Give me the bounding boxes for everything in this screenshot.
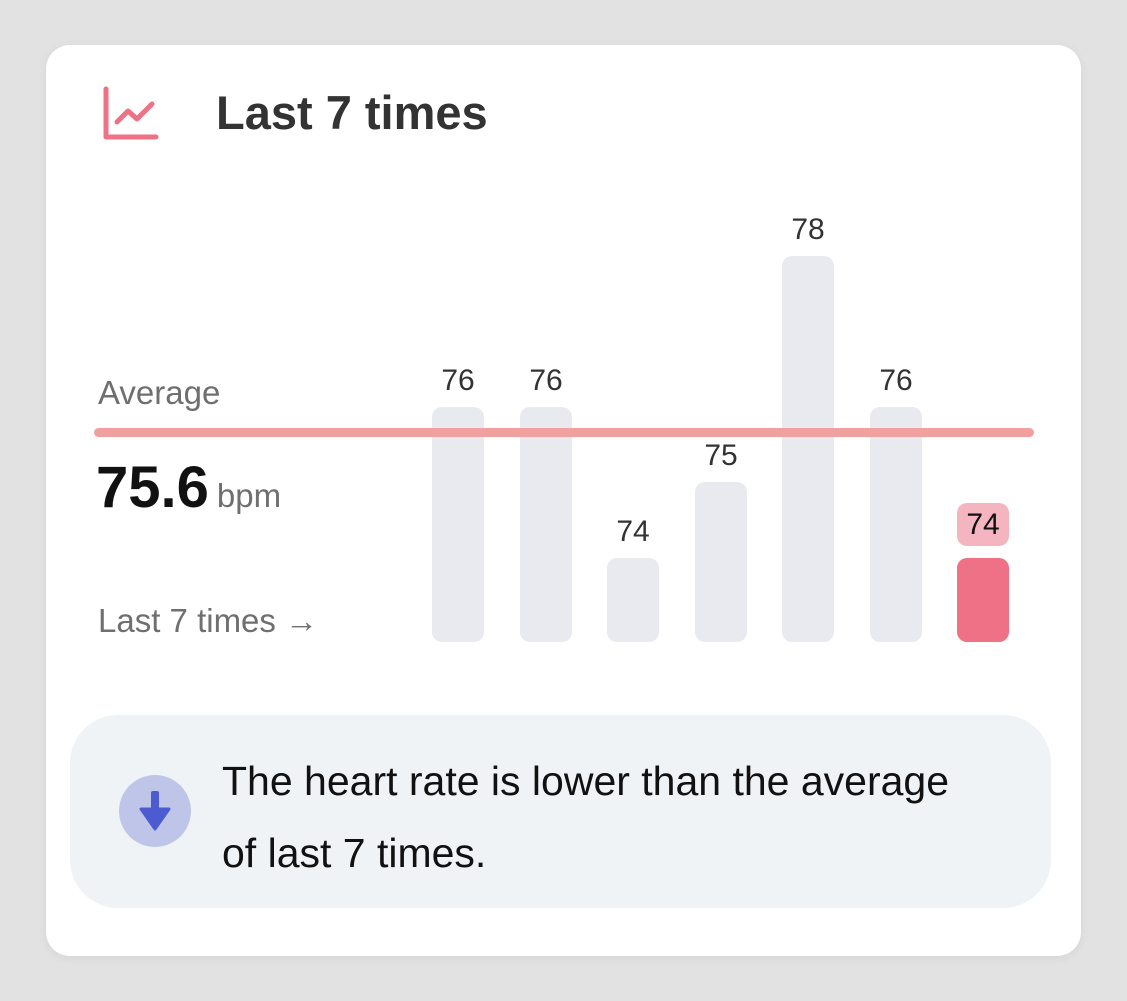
reading-bar (782, 256, 834, 642)
reading-bar (607, 558, 659, 642)
reading-bar (870, 407, 922, 642)
bar-value-label: 75 (704, 439, 738, 472)
bar-value-label: 76 (879, 364, 913, 397)
card-title: Last 7 times (216, 86, 488, 139)
line-chart-icon (103, 86, 159, 140)
arrow-down-icon (119, 775, 191, 847)
reading-bar (695, 482, 747, 642)
bar-value-label: 74 (616, 515, 650, 548)
note-text: The heart rate is lower than the average… (222, 758, 950, 876)
average-label: Average (98, 374, 221, 411)
bar-value-label: 78 (791, 213, 825, 246)
last-7-times-link[interactable]: Last 7 times → (98, 602, 319, 639)
bar-4[interactable]: 75 (695, 45, 747, 956)
current-reading-bar (957, 558, 1009, 642)
bar-1[interactable]: 76 (432, 45, 484, 956)
comparison-note: The heart rate is lower than the average… (70, 715, 1051, 908)
bar-2[interactable]: 76 (520, 45, 572, 956)
average-reference-line (94, 428, 1034, 437)
average-value: 75.6 bpm (96, 455, 281, 536)
bar-3[interactable]: 74 (607, 45, 659, 956)
current-value-badge: 74 (957, 503, 1009, 546)
bar-5[interactable]: 78 (782, 45, 834, 956)
bar-7[interactable]: 74 (957, 45, 1009, 956)
bar-6[interactable]: 76 (870, 45, 922, 956)
reading-bar (520, 407, 572, 642)
heart-rate-history-card: Last 7 times Average 75.6 bpm Last 7 time… (46, 45, 1081, 956)
reading-bar (432, 407, 484, 642)
average-unit: bpm (216, 477, 282, 514)
bar-value-label: 76 (529, 364, 563, 397)
bar-value-label: 76 (441, 364, 475, 397)
average-number: 75.6 (96, 455, 209, 520)
